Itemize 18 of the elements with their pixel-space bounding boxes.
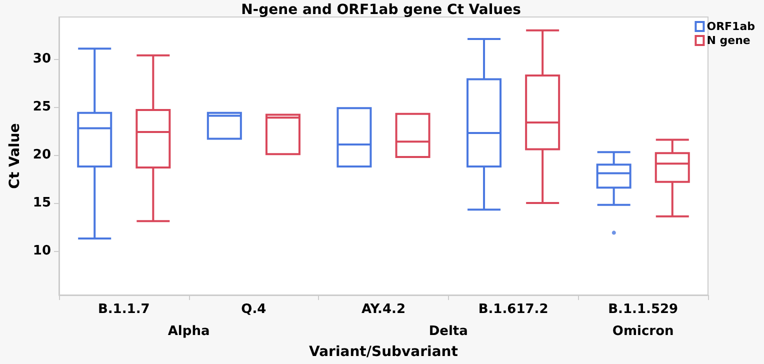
x-tick-label: B.1.1.529 [608,302,678,317]
y-tick-label: 30 [32,52,51,67]
x-tick-label: B.1.617.2 [478,302,548,317]
chart-title: N-gene and ORF1ab gene Ct Values [241,2,521,18]
x-axis-title: Variant/Subvariant [309,344,458,360]
text: Delta [428,324,468,339]
x-tick-label: B.1.1.7 [98,302,150,317]
y-tick-label: 15 [32,195,51,210]
legend-label: N gene [706,34,750,47]
legend-label: ORF1ab [706,20,756,33]
text: Alpha [168,324,210,339]
y-tick-label: 25 [32,100,51,115]
y-tick-label: 20 [32,148,51,163]
text: Omicron [612,324,674,339]
x-tick-label: Q.4 [241,302,266,317]
y-tick-label: 10 [32,243,51,258]
x-tick-label: AY.4.2 [361,302,406,317]
y-axis-title: Ct Value [7,123,23,189]
